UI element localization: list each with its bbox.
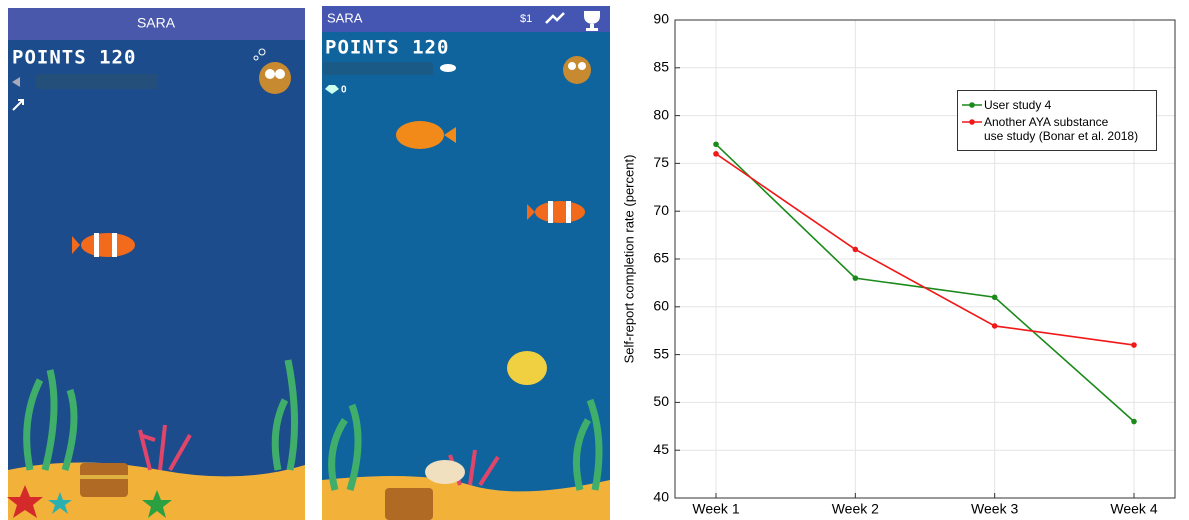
game-screen-2: SARA $1 POINTS 120 0 [322,6,610,520]
x-tick-label: Week 2 [832,501,879,517]
legend-swatch [962,102,982,108]
data-point [1131,342,1137,348]
data-point [991,323,998,329]
data-point [852,246,859,253]
y-tick-label: 75 [653,154,669,170]
x-tick-label: Week 4 [1110,501,1157,517]
axes-frame [674,19,1176,499]
legend-entry: User study 4 [962,98,1152,112]
legend-marker [969,102,975,108]
points-label: POINTS 120 [325,37,449,59]
y-tick-label: 65 [653,250,669,266]
y-tick-label: 45 [653,441,669,457]
y-axis-label: Self-report completion rate (percent) [621,155,636,364]
series-line [715,153,1135,346]
gem-count: 0 [341,85,347,96]
header-title: SARA [327,10,363,25]
data-point [713,151,719,157]
y-tick-label: 80 [653,106,669,122]
price[interactable]: $1 [520,13,532,25]
legend-label: User study 4 [984,98,1052,112]
y-tick-label: 70 [653,202,669,218]
data-point [991,294,998,301]
data-point [1131,418,1137,425]
y-tick-label: 90 [653,11,669,27]
line-chart: Self-report completion rate (percent) 40… [621,11,1176,517]
legend-entry: Another AYA substance use study (Bonar e… [962,115,1152,143]
y-tick-label: 60 [653,298,669,314]
legend: User study 4 Another AYA substance use st… [957,90,1157,151]
points-label: POINTS 120 [12,47,136,69]
y-tick-label: 85 [653,59,669,75]
legend-swatch [962,119,982,125]
data-point [713,141,719,148]
x-tick-label: Week 3 [971,501,1018,517]
y-tick-label: 50 [653,393,669,409]
y-tick-label: 40 [653,489,669,505]
clownfish [72,233,135,257]
data-point [852,275,859,281]
x-tick-label: Week 1 [692,501,739,517]
header-title: SARA [137,15,176,31]
legend-label: Another AYA substance use study (Bonar e… [984,115,1139,143]
legend-marker [969,119,975,125]
y-tick-label: 55 [653,345,669,361]
game-screen-1: SARA POINTS 120 [7,8,305,520]
